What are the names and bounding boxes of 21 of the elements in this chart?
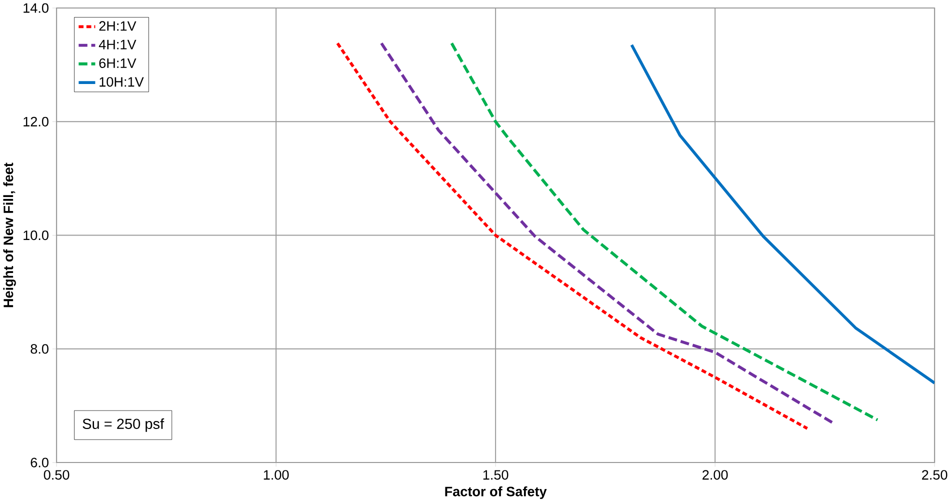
y-tick-label: 6.0 — [30, 458, 48, 468]
legend-label: 10H:1V — [100, 76, 144, 87]
line-series — [630, 43, 935, 384]
y-tick-label: 8.0 — [30, 344, 48, 354]
line-series — [380, 42, 836, 425]
x-tick-label: 2.50 — [922, 470, 948, 480]
y-tick-label: 10.0 — [24, 230, 48, 240]
legend-label: 2H:1V — [99, 21, 136, 31]
x-tick-label: 0.50 — [44, 470, 70, 480]
legend-label: 6H:1V — [99, 58, 136, 68]
line-series — [450, 42, 879, 422]
y-tick-label: 14.0 — [24, 3, 48, 13]
annotation: Su = 250 psf — [82, 418, 164, 432]
x-tick-label: 1.00 — [264, 470, 289, 480]
y-tick-label: 12.0 — [24, 116, 48, 126]
line-series — [336, 42, 809, 430]
x-tick-label: 2.00 — [702, 470, 728, 480]
legend-label: 4H:1V — [98, 40, 136, 50]
x-axis-title: Factor of Safety — [445, 486, 547, 499]
x-tick-label: 1.50 — [483, 470, 508, 480]
y-axis-title: Height of New Fill, feet — [3, 162, 16, 308]
